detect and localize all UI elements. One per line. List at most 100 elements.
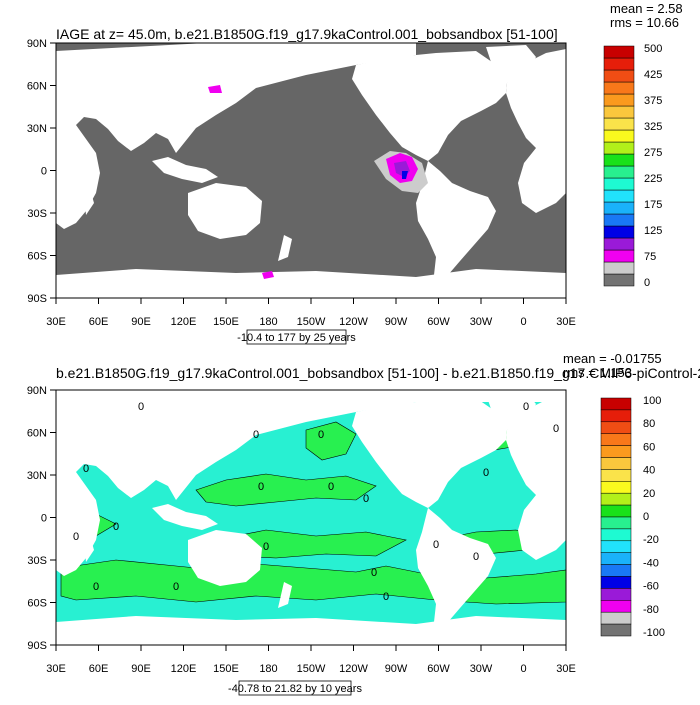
zero-contour-label: 0 bbox=[328, 481, 334, 493]
x-tick-label: 180 bbox=[259, 663, 277, 675]
colorbar-swatch bbox=[603, 81, 635, 95]
colorbar-swatch bbox=[600, 611, 632, 625]
colorbar-swatch bbox=[603, 93, 635, 107]
y-tick-label: 90S bbox=[27, 293, 47, 305]
zero-contour-label: 0 bbox=[363, 493, 369, 505]
x-tick-label: 60E bbox=[89, 663, 109, 675]
colorbar-swatch bbox=[603, 45, 635, 59]
zero-contour-label: 0 bbox=[253, 429, 259, 441]
colorbar-swatch bbox=[603, 261, 635, 275]
colorbar-swatch bbox=[603, 201, 635, 215]
y-tick-label: 30S bbox=[27, 208, 47, 220]
panel-1-patch-south bbox=[262, 271, 274, 279]
colorbar-label: 375 bbox=[644, 95, 662, 107]
y-tick-label: 60S bbox=[27, 598, 47, 610]
zero-contour-label: 0 bbox=[113, 521, 119, 533]
x-tick-label: 30E bbox=[46, 663, 66, 675]
colorbar-swatch bbox=[603, 69, 635, 83]
y-tick-label: 90N bbox=[27, 385, 47, 397]
colorbar-label: -100 bbox=[643, 627, 665, 639]
panel-2-rms: rms = 1.153 bbox=[563, 365, 632, 380]
colorbar-swatch bbox=[603, 273, 635, 287]
zero-contour-label: 0 bbox=[173, 581, 179, 593]
panel-1-range-box bbox=[246, 329, 347, 345]
colorbar-label: 40 bbox=[643, 465, 655, 477]
zero-contour-label: 0 bbox=[263, 541, 269, 553]
colorbar-swatch bbox=[603, 57, 635, 71]
zero-contour-label: 0 bbox=[371, 567, 377, 579]
x-tick-label: 30W bbox=[470, 663, 493, 675]
colorbar-label: -20 bbox=[643, 534, 659, 546]
zero-contour-label: 0 bbox=[433, 539, 439, 551]
zero-contour-label: 0 bbox=[83, 463, 89, 475]
panel-1-map bbox=[55, 42, 567, 299]
zero-contour-label: 0 bbox=[138, 401, 144, 413]
colorbar-label: -60 bbox=[643, 581, 659, 593]
zero-contour-label: 0 bbox=[258, 481, 264, 493]
colorbar-swatch bbox=[600, 576, 632, 589]
panel-1-x-axis: 30E 60E 90E 120E 150E 180 150W 120W 90W 60W 30W 0 30… bbox=[46, 298, 576, 328]
colorbar-label: 175 bbox=[644, 199, 662, 211]
y-tick-label: 60N bbox=[27, 81, 47, 93]
y-tick-label: 90N bbox=[27, 38, 47, 50]
colorbar-swatch bbox=[600, 409, 632, 423]
colorbar-label: 425 bbox=[644, 69, 662, 81]
colorbar-swatch bbox=[603, 153, 635, 167]
y-tick-label: 30N bbox=[27, 123, 47, 135]
x-tick-label: 90E bbox=[131, 316, 151, 328]
colorbar-swatch bbox=[600, 600, 632, 613]
x-tick-label: 120E bbox=[171, 316, 197, 328]
colorbar-swatch bbox=[600, 481, 632, 494]
zero-contour-label: 0 bbox=[483, 467, 489, 479]
colorbar-label: 20 bbox=[643, 488, 655, 500]
y-tick-label: 0 bbox=[41, 166, 47, 178]
colorbar-label: 75 bbox=[644, 251, 656, 263]
colorbar-swatch bbox=[603, 117, 635, 131]
x-tick-label: 90E bbox=[131, 663, 151, 675]
x-tick-label: 150W bbox=[297, 663, 326, 675]
colorbar-label: 60 bbox=[643, 441, 655, 453]
colorbar-label: 125 bbox=[644, 225, 662, 237]
panel-iage: IAGE at z= 45.0m, b.e21.B1850G.f19_g17.9… bbox=[27, 1, 683, 345]
colorbar-swatch bbox=[603, 237, 635, 251]
y-tick-label: 30S bbox=[27, 555, 47, 567]
panel-2-range-box bbox=[238, 680, 352, 696]
x-tick-label: 30E bbox=[556, 316, 576, 328]
panel-1-title: IAGE at z= 45.0m, b.e21.B1850G.f19_g17.9… bbox=[56, 26, 558, 42]
x-tick-label: 90W bbox=[385, 663, 408, 675]
colorbar-swatch bbox=[603, 165, 635, 179]
colorbar-swatch bbox=[603, 213, 635, 227]
colorbar-label: 325 bbox=[644, 121, 662, 133]
colorbar-swatch bbox=[603, 189, 635, 203]
x-tick-label: 150W bbox=[297, 316, 326, 328]
panel-2-title: b.e21.B1850G.f19_g17.9kaControl.001_bobs… bbox=[56, 365, 700, 381]
colorbar-label: 225 bbox=[644, 173, 662, 185]
colorbar-label: -40 bbox=[643, 557, 659, 569]
zero-contour-label: 0 bbox=[383, 591, 389, 603]
colorbar-swatch bbox=[600, 421, 632, 434]
colorbar-swatch bbox=[600, 588, 632, 601]
x-tick-label: 60W bbox=[427, 316, 450, 328]
colorbar-swatch bbox=[600, 552, 632, 565]
colorbar-label: 500 bbox=[644, 43, 662, 55]
y-tick-label: 90S bbox=[27, 640, 47, 652]
x-tick-label: 180 bbox=[259, 316, 277, 328]
colorbar-label: 275 bbox=[644, 147, 662, 159]
panel-1-range-label: -10.4 to 177 by 25 years bbox=[237, 332, 356, 344]
y-tick-label: 60S bbox=[27, 251, 47, 263]
panel-2-colorbar: 100 80 60 40 20 0 -20 -40 -60 -80 -100 bbox=[600, 395, 665, 639]
y-tick-label: 30N bbox=[27, 470, 47, 482]
colorbar-swatch bbox=[600, 397, 632, 411]
y-tick-label: 0 bbox=[41, 513, 47, 525]
panel-2-x-axis: 30E 60E 90E 120E 150E 180 150W 120W 90W 60W 30W 0 30… bbox=[46, 645, 576, 675]
zero-contour-label: 0 bbox=[318, 429, 324, 441]
panel-2-y-axis: 90N 60N 30N 0 30S 60S 90S bbox=[27, 385, 56, 652]
colorbar-swatch bbox=[600, 540, 632, 553]
colorbar-swatch bbox=[603, 249, 635, 263]
panel-2-range-label: -40.78 to 21.82 by 10 years bbox=[228, 683, 362, 695]
x-tick-label: 120W bbox=[339, 663, 368, 675]
colorbar-label: 0 bbox=[643, 511, 649, 523]
x-tick-label: 90W bbox=[385, 316, 408, 328]
colorbar-swatch bbox=[603, 105, 635, 119]
